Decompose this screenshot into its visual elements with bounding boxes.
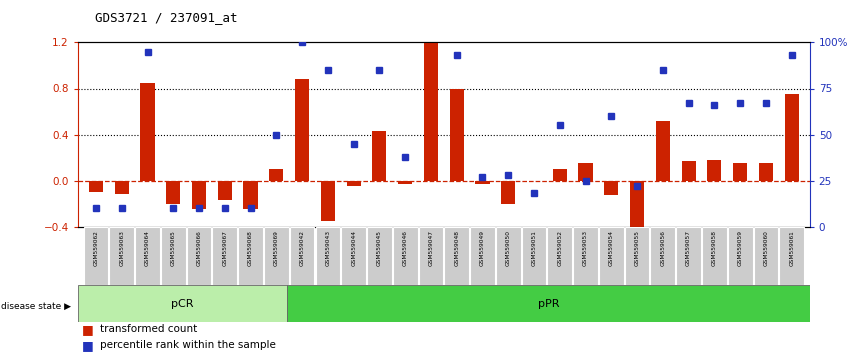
Text: GSM559057: GSM559057	[686, 230, 691, 266]
Text: GSM559064: GSM559064	[145, 230, 150, 266]
Text: GSM559061: GSM559061	[789, 230, 794, 266]
Bar	[418, 227, 443, 285]
Bar	[398, 181, 412, 184]
Text: GSM559065: GSM559065	[171, 230, 176, 266]
Bar	[89, 181, 103, 192]
Text: GSM559069: GSM559069	[274, 230, 279, 266]
Bar	[682, 161, 695, 181]
Text: GSM559054: GSM559054	[609, 230, 614, 266]
Bar	[630, 181, 644, 229]
Text: GDS3721 / 237091_at: GDS3721 / 237091_at	[95, 11, 238, 24]
Bar	[290, 227, 314, 285]
Text: GSM559067: GSM559067	[223, 230, 227, 266]
Text: GSM559050: GSM559050	[506, 230, 511, 266]
Text: GSM559045: GSM559045	[377, 230, 382, 266]
Bar	[140, 83, 155, 181]
Bar	[650, 227, 675, 285]
Bar	[578, 163, 592, 181]
Bar	[372, 131, 386, 181]
Bar	[212, 227, 237, 285]
Bar	[470, 227, 494, 285]
Bar	[656, 121, 670, 181]
Text: GSM559047: GSM559047	[429, 230, 434, 266]
Bar	[238, 227, 263, 285]
Bar	[553, 169, 567, 181]
Bar	[624, 227, 650, 285]
Bar	[187, 227, 211, 285]
Bar	[727, 227, 753, 285]
Bar	[161, 227, 185, 285]
Text: GSM559044: GSM559044	[351, 230, 356, 266]
Bar	[320, 181, 335, 221]
Bar	[423, 42, 438, 181]
Bar	[753, 227, 779, 285]
Bar	[287, 285, 810, 322]
Bar	[759, 163, 773, 181]
Bar	[135, 227, 160, 285]
Bar	[501, 181, 515, 204]
Bar	[315, 227, 340, 285]
Bar	[109, 227, 134, 285]
Bar	[114, 181, 129, 194]
Bar	[702, 227, 727, 285]
Text: pPR: pPR	[538, 298, 559, 309]
Text: GSM559048: GSM559048	[454, 230, 459, 266]
Text: transformed count: transformed count	[100, 324, 197, 334]
Text: GSM559051: GSM559051	[532, 230, 537, 266]
Bar	[599, 227, 624, 285]
Bar	[217, 181, 232, 200]
Text: GSM559056: GSM559056	[661, 230, 665, 266]
Text: GSM559058: GSM559058	[712, 230, 717, 266]
Bar	[779, 227, 804, 285]
Bar	[367, 227, 391, 285]
Text: GSM559046: GSM559046	[403, 230, 408, 266]
Text: disease state ▶: disease state ▶	[1, 302, 71, 311]
Text: GSM559055: GSM559055	[635, 230, 640, 266]
Text: GSM559063: GSM559063	[120, 230, 124, 266]
Bar	[393, 227, 417, 285]
Bar	[785, 94, 798, 181]
Text: percentile rank within the sample: percentile rank within the sample	[100, 340, 275, 350]
Bar	[547, 227, 572, 285]
Bar	[84, 227, 108, 285]
Text: GSM559053: GSM559053	[583, 230, 588, 266]
Bar	[341, 227, 366, 285]
Bar	[604, 181, 618, 195]
Text: GSM559059: GSM559059	[738, 230, 743, 266]
Bar	[295, 79, 309, 181]
Bar	[449, 88, 464, 181]
Bar	[78, 285, 287, 322]
Bar	[496, 227, 520, 285]
Text: GSM559062: GSM559062	[94, 230, 99, 266]
Text: GSM559066: GSM559066	[197, 230, 202, 266]
Bar	[475, 181, 489, 184]
Text: ■: ■	[82, 323, 94, 336]
Bar	[192, 181, 206, 209]
Text: ■: ■	[82, 339, 94, 352]
Text: GSM559043: GSM559043	[326, 230, 330, 266]
Text: GSM559060: GSM559060	[764, 230, 768, 266]
Bar	[733, 163, 747, 181]
Text: GSM559049: GSM559049	[480, 230, 485, 266]
Bar	[269, 169, 283, 181]
Bar	[264, 227, 288, 285]
Bar	[243, 181, 258, 209]
Bar	[444, 227, 469, 285]
Bar	[676, 227, 701, 285]
Bar	[166, 181, 180, 204]
Text: GSM559052: GSM559052	[558, 230, 562, 266]
Bar	[708, 160, 721, 181]
Bar	[573, 227, 598, 285]
Text: GSM559042: GSM559042	[300, 230, 305, 266]
Text: pCR: pCR	[171, 298, 194, 309]
Text: GSM559068: GSM559068	[248, 230, 253, 266]
Bar	[521, 227, 546, 285]
Bar	[346, 181, 361, 186]
